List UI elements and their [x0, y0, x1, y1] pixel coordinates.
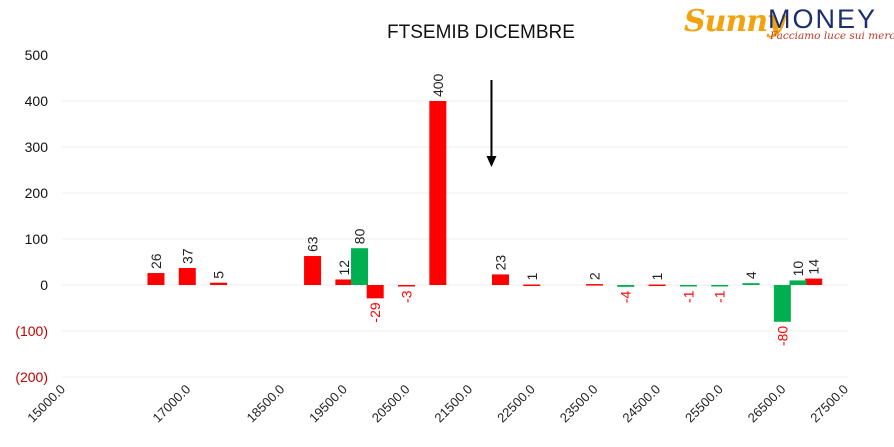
y-tick-label: 100 — [25, 231, 49, 247]
bar — [147, 273, 165, 285]
logo-tagline: Facciamo luce sui mercati — [770, 30, 894, 42]
data-label: -29 — [367, 302, 383, 322]
arrow-head — [486, 156, 497, 167]
y-tick-label: 500 — [25, 47, 49, 63]
x-tick-label: 25500.0 — [682, 382, 726, 426]
bar — [523, 284, 541, 287]
data-label: 26 — [148, 253, 164, 269]
bar — [773, 285, 791, 322]
data-label: 1 — [524, 273, 540, 281]
bar — [178, 267, 196, 285]
bar — [711, 285, 729, 287]
arrow-annotation — [486, 80, 497, 167]
bar — [742, 283, 760, 285]
x-tick-label: 19500.0 — [306, 382, 350, 426]
data-label: -1 — [680, 290, 696, 303]
data-label: 37 — [179, 248, 195, 264]
bar — [366, 285, 384, 299]
bar — [679, 285, 697, 287]
y-tick-label: (200) — [15, 369, 48, 385]
y-tick-label: 200 — [25, 185, 49, 201]
data-label: 23 — [492, 255, 508, 271]
x-tick-label: 23500.0 — [557, 382, 601, 426]
x-axis-ticks: 15000.0 17000.0 18500.0 19500.0 20500.0 21500… — [24, 382, 851, 426]
data-label: -3 — [399, 290, 415, 303]
bar — [491, 274, 509, 285]
logo-money-text: MONEY — [768, 4, 878, 34]
data-label: 1 — [649, 273, 665, 281]
bar — [805, 278, 823, 285]
data-label: -80 — [774, 326, 790, 346]
bar — [398, 285, 416, 287]
bar — [335, 279, 353, 285]
bar — [648, 284, 666, 287]
x-tick-label: 21500.0 — [431, 382, 475, 426]
x-tick-label: 26500.0 — [745, 382, 789, 426]
grid-lines — [62, 100, 848, 378]
data-label: -1 — [712, 290, 728, 303]
data-label: -4 — [618, 291, 634, 304]
y-tick-label: 400 — [25, 93, 49, 109]
y-tick-label: 0 — [40, 277, 48, 293]
x-tick-label: 20500.0 — [369, 382, 413, 426]
data-label: 12 — [336, 260, 352, 276]
y-axis-ticks: 500 400 300 200 100 0 (100) (200) — [15, 47, 48, 385]
y-tick-label: 300 — [25, 139, 49, 155]
bar — [789, 280, 807, 285]
bar — [304, 256, 322, 285]
brand-logo: Sunny MONEY Facciamo luce sui mercati — [684, 4, 894, 44]
y-tick-label: (100) — [15, 323, 48, 339]
bar — [429, 101, 447, 285]
x-tick-label: 18500.0 — [244, 382, 288, 426]
x-tick-label: 27500.0 — [807, 382, 851, 426]
data-label: 63 — [305, 236, 321, 252]
data-label: 4 — [743, 271, 759, 279]
data-label: 2 — [586, 272, 602, 280]
x-tick-label: 24500.0 — [619, 382, 663, 426]
x-tick-label: 22500.0 — [494, 382, 538, 426]
bar — [351, 248, 369, 285]
logo-sunny-text: Sunny — [684, 4, 785, 39]
data-label: 10 — [790, 261, 806, 277]
data-label: 400 — [430, 73, 446, 97]
bar — [210, 282, 228, 285]
x-tick-label: 17000.0 — [150, 382, 194, 426]
bar — [617, 285, 635, 287]
data-label: 14 — [806, 259, 822, 275]
data-label: 5 — [211, 271, 227, 279]
chart-title: FTSEMIB DICEMBRE — [387, 22, 575, 43]
bar — [585, 284, 603, 286]
x-tick-label: 15000.0 — [24, 382, 68, 426]
data-label: 80 — [352, 228, 368, 244]
bars — [147, 101, 823, 322]
